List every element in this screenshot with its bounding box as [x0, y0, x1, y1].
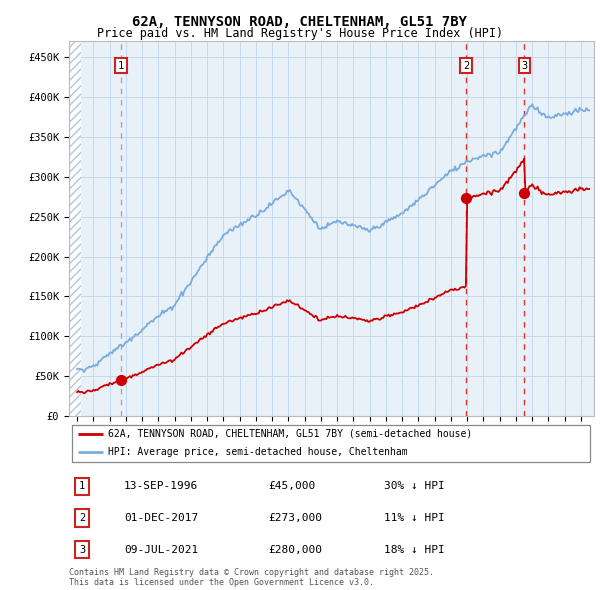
- Point: [461, 194, 471, 203]
- Text: 3: 3: [521, 61, 527, 71]
- Text: £273,000: £273,000: [269, 513, 323, 523]
- Text: 09-JUL-2021: 09-JUL-2021: [124, 545, 199, 555]
- Bar: [69, 41, 81, 416]
- Text: 3: 3: [79, 545, 85, 555]
- Text: Price paid vs. HM Land Registry's House Price Index (HPI): Price paid vs. HM Land Registry's House …: [97, 27, 503, 40]
- Text: HPI: Average price, semi-detached house, Cheltenham: HPI: Average price, semi-detached house,…: [109, 447, 408, 457]
- Text: 30% ↓ HPI: 30% ↓ HPI: [384, 481, 445, 491]
- Text: Contains HM Land Registry data © Crown copyright and database right 2025.
This d: Contains HM Land Registry data © Crown c…: [69, 568, 434, 587]
- Text: £280,000: £280,000: [269, 545, 323, 555]
- Text: 1: 1: [79, 481, 85, 491]
- Text: 2: 2: [79, 513, 85, 523]
- Text: 18% ↓ HPI: 18% ↓ HPI: [384, 545, 445, 555]
- Text: 11% ↓ HPI: 11% ↓ HPI: [384, 513, 445, 523]
- FancyBboxPatch shape: [71, 425, 590, 461]
- Text: £45,000: £45,000: [269, 481, 316, 491]
- Text: 13-SEP-1996: 13-SEP-1996: [124, 481, 199, 491]
- Text: 62A, TENNYSON ROAD, CHELTENHAM, GL51 7BY (semi-detached house): 62A, TENNYSON ROAD, CHELTENHAM, GL51 7BY…: [109, 429, 473, 439]
- Text: 01-DEC-2017: 01-DEC-2017: [124, 513, 199, 523]
- Point: [116, 375, 126, 385]
- Text: 2: 2: [463, 61, 469, 71]
- Point: [520, 188, 529, 198]
- Text: 1: 1: [118, 61, 124, 71]
- Text: 62A, TENNYSON ROAD, CHELTENHAM, GL51 7BY: 62A, TENNYSON ROAD, CHELTENHAM, GL51 7BY: [133, 15, 467, 29]
